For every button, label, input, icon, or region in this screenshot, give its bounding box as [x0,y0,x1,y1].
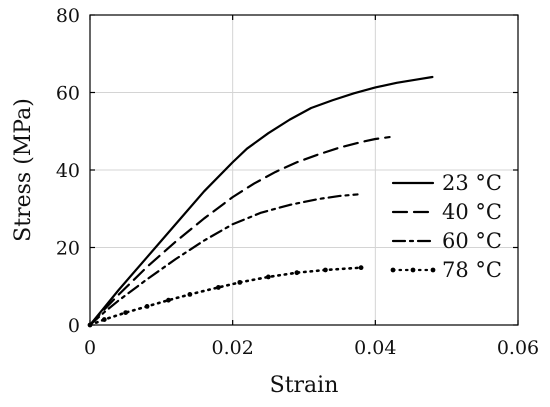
grid-lines [90,15,518,325]
data-point [358,265,364,271]
data-point [101,317,107,322]
legend: 23 °C 40 °C 60 °C 78 °C [390,171,502,282]
series-line [88,135,391,327]
series-line [88,193,359,327]
series-1 [88,75,434,327]
y-tick-label: 0 [68,315,80,337]
x-tick-label: 0.06 [497,337,539,359]
data-point [216,285,221,290]
legend-marker [390,267,396,273]
x-axis-label: Strain [270,373,339,398]
y-tick-label: 80 [56,5,80,27]
axis-ticks: 0 0.02 0.04 0.06 0 20 40 60 80 [56,5,539,359]
legend-marker [430,267,436,273]
x-tick-label: 0 [84,337,96,359]
series-4 [87,265,364,328]
x-tick-label: 0.02 [212,337,254,359]
x-tick-label: 0.04 [354,337,396,359]
y-tick-label: 60 [56,83,80,105]
data-point [166,297,171,303]
data-point [123,310,129,315]
legend-label: 40 °C [442,200,502,224]
series-line [88,266,363,327]
data-point [144,304,150,309]
legend-marker [410,267,416,273]
series-line [88,75,434,327]
series-lines [87,75,434,328]
data-point [237,279,243,285]
series-3 [88,193,359,327]
y-tick-label: 20 [56,238,80,260]
data-point [187,291,193,297]
data-point [323,267,328,273]
y-tick-label: 40 [56,160,80,182]
series-2 [88,135,391,327]
y-axis-label: Stress (MPa) [11,98,36,242]
data-point [265,274,271,280]
data-point [294,270,300,276]
legend-label: 60 °C [442,229,502,253]
legend-label: 23 °C [442,171,502,195]
legend-label: 78 °C [442,258,502,282]
